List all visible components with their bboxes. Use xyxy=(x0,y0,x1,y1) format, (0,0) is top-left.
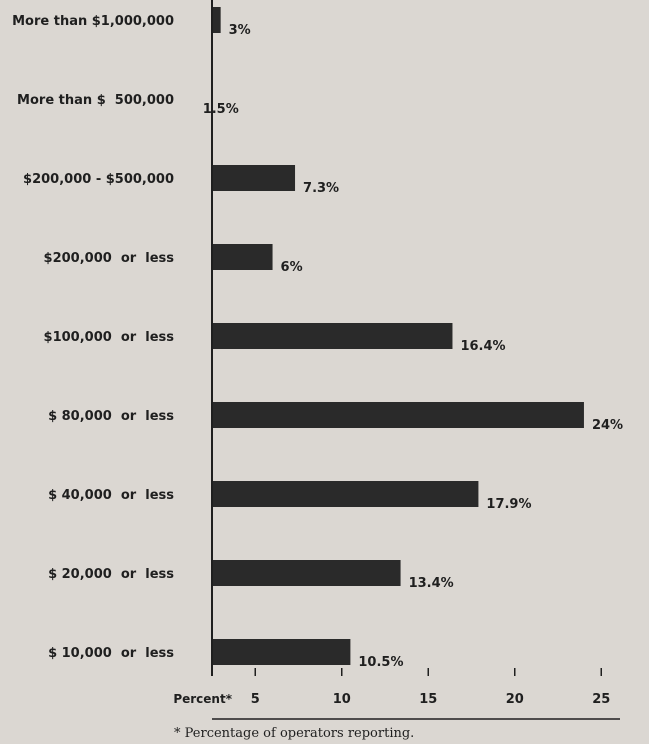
category-label: More than $ 500,000 xyxy=(17,93,174,108)
value-label: 3% xyxy=(229,23,251,38)
footnote: * Percentage of operators reporting. xyxy=(174,726,414,741)
value-label: 16.4% xyxy=(460,339,505,354)
tick-label: 20 xyxy=(506,692,524,707)
value-label: 6% xyxy=(281,260,303,275)
bar xyxy=(212,323,453,349)
category-label: $100,000 or less xyxy=(44,330,175,345)
bar xyxy=(212,560,401,586)
tick-label: 15 xyxy=(419,692,437,707)
category-label: $200,000 or less xyxy=(44,251,175,266)
bar xyxy=(212,639,351,665)
category-label: $ 10,000 or less xyxy=(48,646,174,661)
category-label: $ 80,000 or less xyxy=(48,409,174,424)
category-label: $ 20,000 or less xyxy=(48,567,174,582)
value-label: 13.4% xyxy=(409,576,454,591)
x-axis-ticks: 5 10 15 20 25 xyxy=(251,668,610,707)
category-label: More than $1,000,000 xyxy=(12,14,174,29)
value-label: 24% xyxy=(592,418,623,433)
tick-label: 10 xyxy=(333,692,351,707)
bar xyxy=(212,244,273,270)
tick-label: 5 xyxy=(251,692,260,707)
value-label: 10.5% xyxy=(358,655,403,670)
category-labels: More than $1,000,000 More than $ 500,000 $… xyxy=(12,14,174,661)
x-axis-title: Percent* xyxy=(173,692,232,706)
bar xyxy=(212,7,221,33)
value-label: 1.5% xyxy=(203,102,239,117)
category-label: $200,000 - $500,000 xyxy=(23,172,174,187)
bars-group xyxy=(212,7,584,665)
category-label: $ 40,000 or less xyxy=(48,488,174,503)
tick-label: 25 xyxy=(592,692,610,707)
value-label: 7.3% xyxy=(303,181,339,196)
value-labels: 3% 1.5% 7.3% 6% 16.4% 24% 17.9% 13.4% 10.5% xyxy=(203,23,623,670)
value-label: 17.9% xyxy=(486,497,531,512)
bar xyxy=(212,402,584,428)
bar xyxy=(212,481,479,507)
bar xyxy=(212,165,296,191)
